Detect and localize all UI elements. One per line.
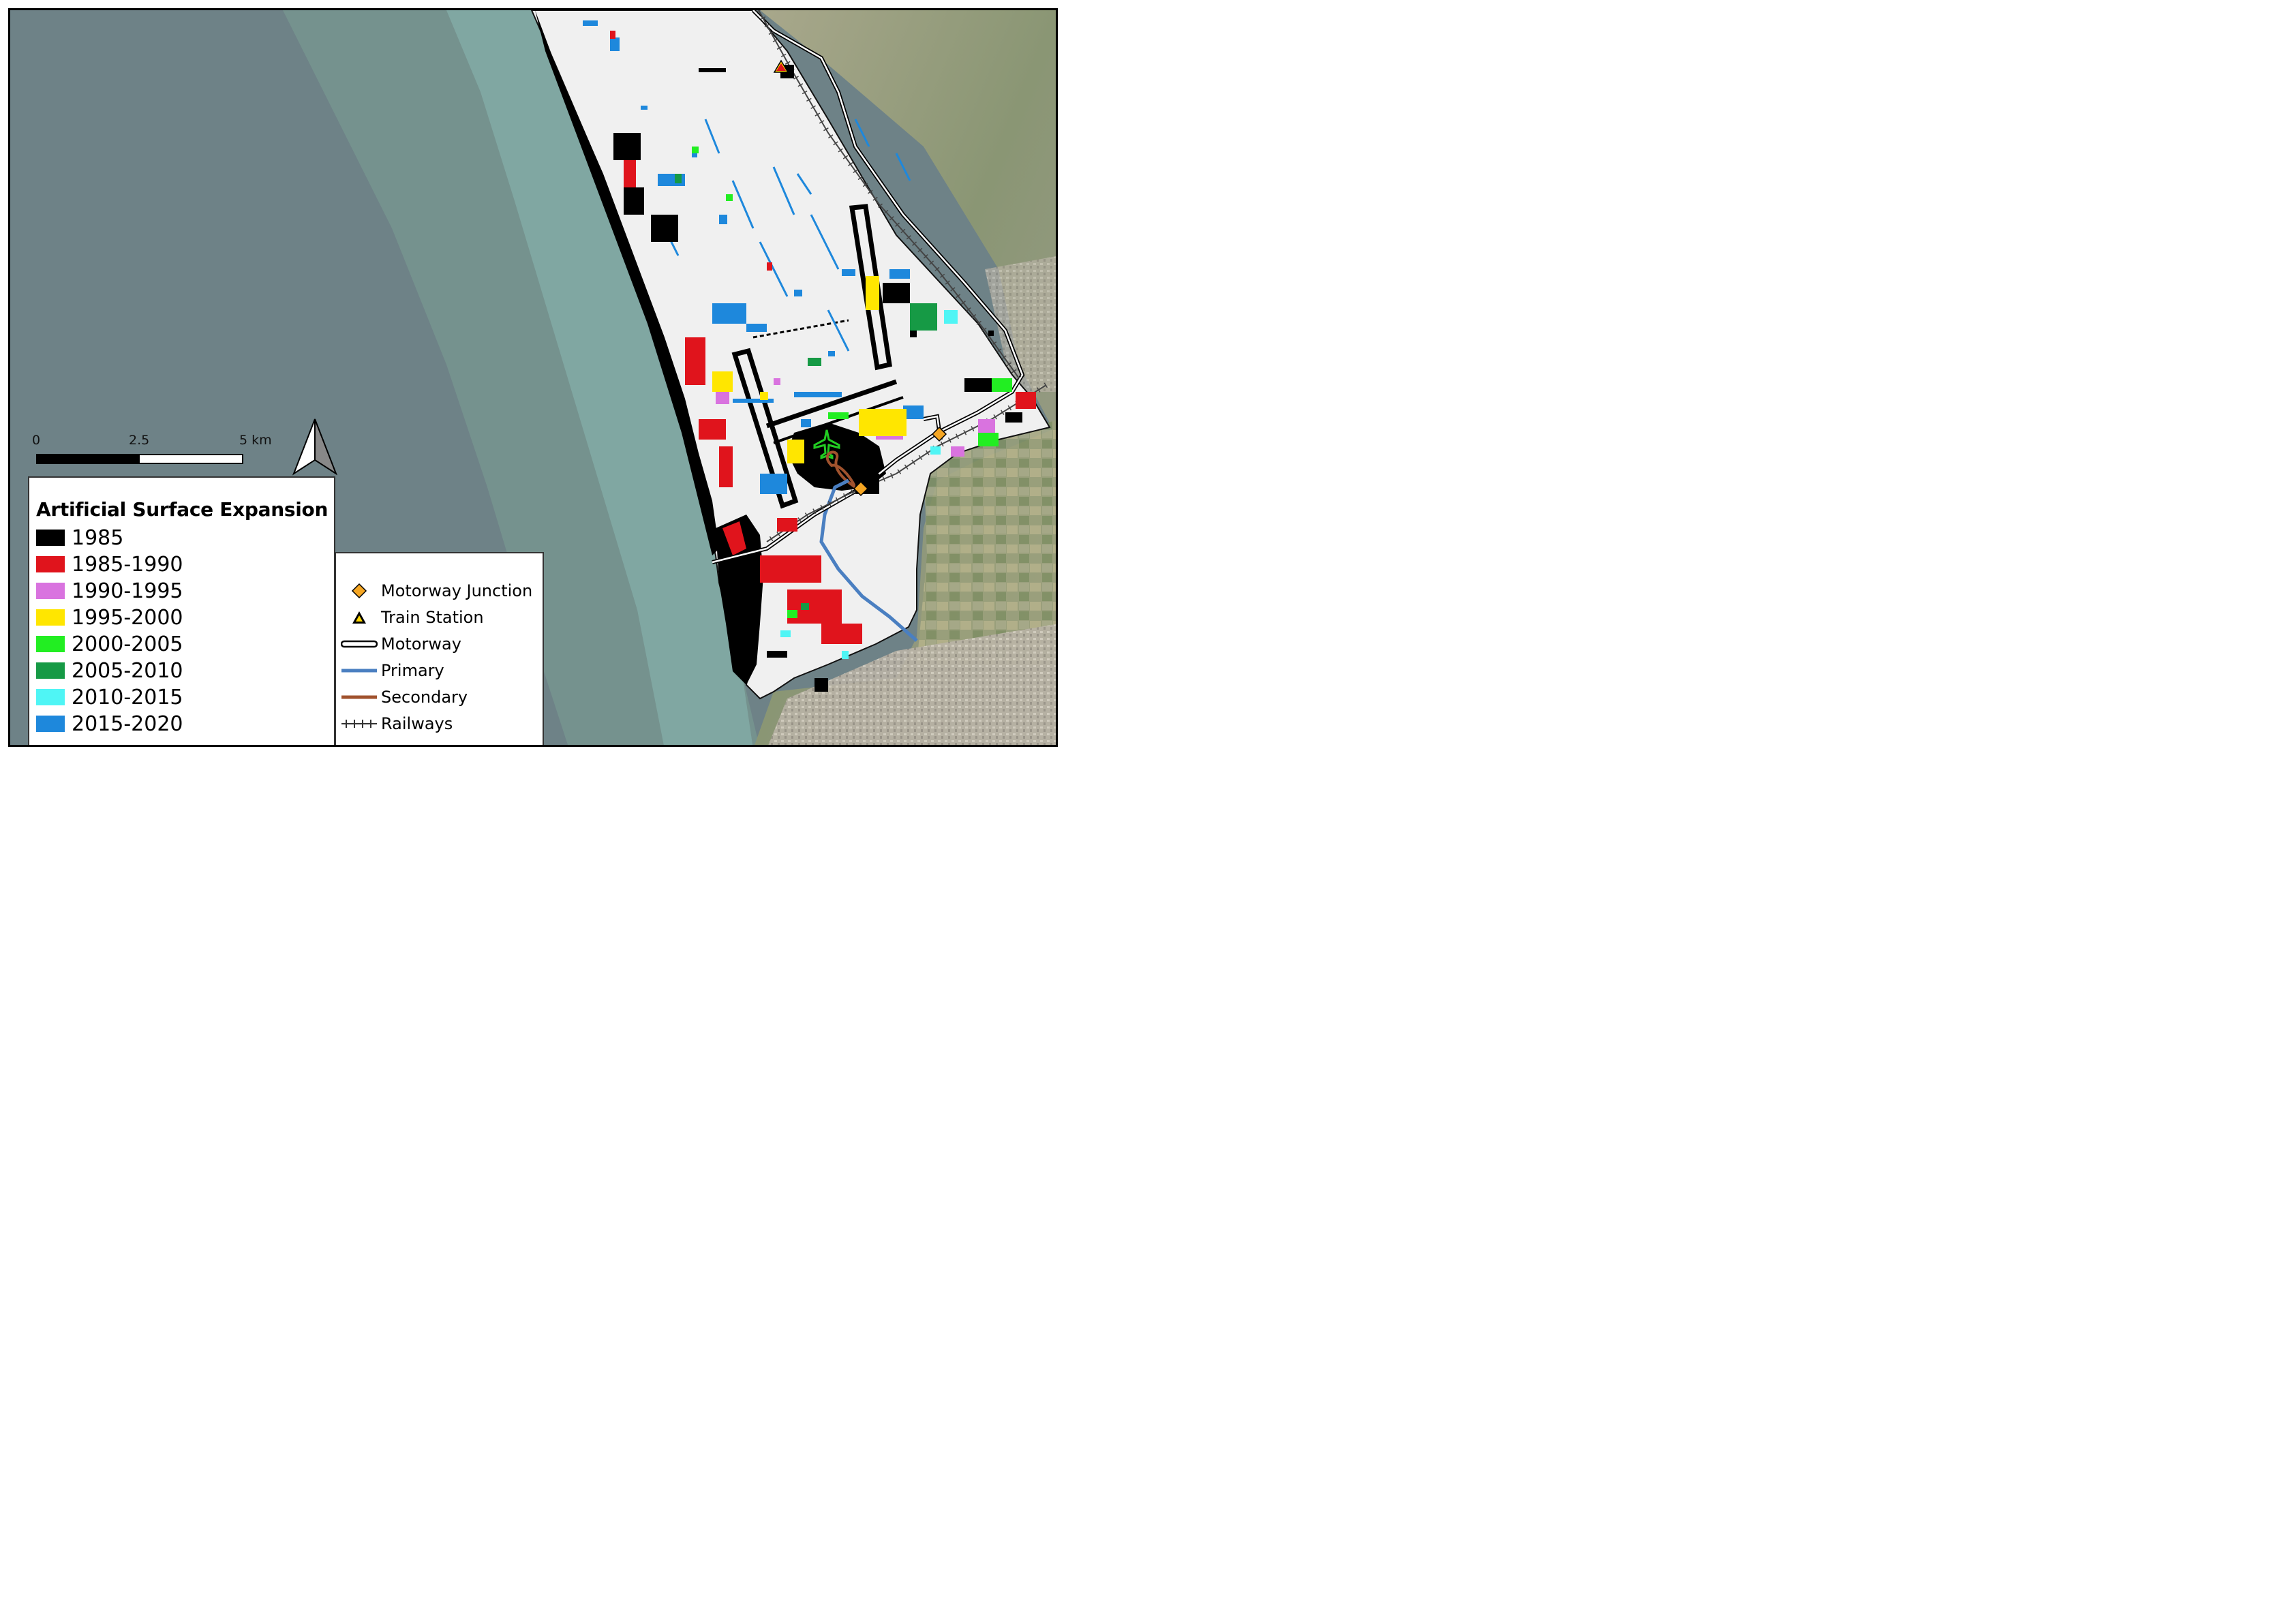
legend-label: 2005-2010 xyxy=(72,658,183,683)
secondary-line-icon xyxy=(340,687,378,707)
legend-item: Railways xyxy=(340,712,453,735)
north-arrow-icon xyxy=(292,418,337,476)
legend-label: 2000-2005 xyxy=(72,632,183,656)
legend-item: Secondary xyxy=(340,686,468,709)
scale-bar-segment xyxy=(37,455,140,463)
legend-item: 1990-1995 xyxy=(36,579,183,603)
legend-label: Railways xyxy=(381,714,453,733)
coastal-strip-1985 xyxy=(535,10,719,555)
legend-item: Motorway Junction xyxy=(340,579,532,602)
legend-item: 2010-2015 xyxy=(36,685,183,709)
train-station-marker-inner xyxy=(776,63,786,71)
scale-tick-0: 0 xyxy=(32,433,41,448)
legend-infrastructure: Motorway Junction Train Station Motorway… xyxy=(335,552,544,745)
legend-swatch xyxy=(36,609,65,626)
legend-item: 2005-2010 xyxy=(36,658,183,683)
scale-tick-end: 5 km xyxy=(239,433,272,448)
scale-bar xyxy=(36,454,243,464)
legend-label: 1985-1990 xyxy=(72,552,183,577)
legend-label: Motorway xyxy=(381,634,461,654)
legend-swatch xyxy=(36,530,65,546)
urban-area xyxy=(768,624,1056,745)
legend-swatch xyxy=(36,636,65,652)
legend-label: 1995-2000 xyxy=(72,605,183,630)
secondary-road xyxy=(825,450,859,491)
motorway-junction-1 xyxy=(931,426,947,442)
legend-swatch xyxy=(36,556,65,572)
legend-label: 1985 xyxy=(72,525,124,550)
triangle-icon xyxy=(340,607,378,628)
legend-item: Train Station xyxy=(340,606,484,629)
legend-item: Motorway xyxy=(340,632,461,656)
legend-item: 2015-2020 xyxy=(36,711,183,736)
legend-label: Motorway Junction xyxy=(381,581,533,600)
legend-title: Artificial Surface Expansion xyxy=(36,498,329,521)
legend-item: 1985 xyxy=(36,525,123,550)
airport-runways xyxy=(731,204,904,509)
map-canvas[interactable] xyxy=(10,10,1058,747)
coastal-water xyxy=(446,10,753,745)
legend-label: 1990-1995 xyxy=(72,579,183,603)
expansion-patches xyxy=(583,20,1036,692)
primary-road xyxy=(819,478,918,642)
legend-swatch xyxy=(36,716,65,732)
motorway-junction-2 xyxy=(853,480,869,497)
legend-item: 1985-1990 xyxy=(36,552,183,577)
farm-fields xyxy=(917,420,1056,664)
scale-tick-mid: 2.5 xyxy=(129,433,150,448)
legend-swatch xyxy=(36,662,65,679)
urban-block-1985-red xyxy=(722,521,746,555)
diamond-icon xyxy=(340,581,378,601)
legend-label: 2015-2020 xyxy=(72,711,183,736)
double-line-icon xyxy=(340,634,378,654)
legend-label: Train Station xyxy=(381,608,484,627)
legend-label: Secondary xyxy=(381,688,468,707)
primary-line-icon xyxy=(340,660,378,681)
legend-item: Primary xyxy=(340,659,444,682)
urban-area-east xyxy=(985,256,1056,392)
map-frame[interactable]: 0 2.5 5 km Artificial Surface Expansion … xyxy=(8,8,1058,747)
legend-label: 2010-2015 xyxy=(72,685,183,709)
railway-icon xyxy=(340,714,378,734)
legend-item: 1995-2000 xyxy=(36,605,183,630)
legend-item: 2000-2005 xyxy=(36,632,183,656)
legend-swatch xyxy=(36,689,65,705)
legend-swatch xyxy=(36,583,65,599)
legend-label: Primary xyxy=(381,661,444,680)
legend-expansion: Artificial Surface Expansion 1985 1985-1… xyxy=(28,476,335,745)
